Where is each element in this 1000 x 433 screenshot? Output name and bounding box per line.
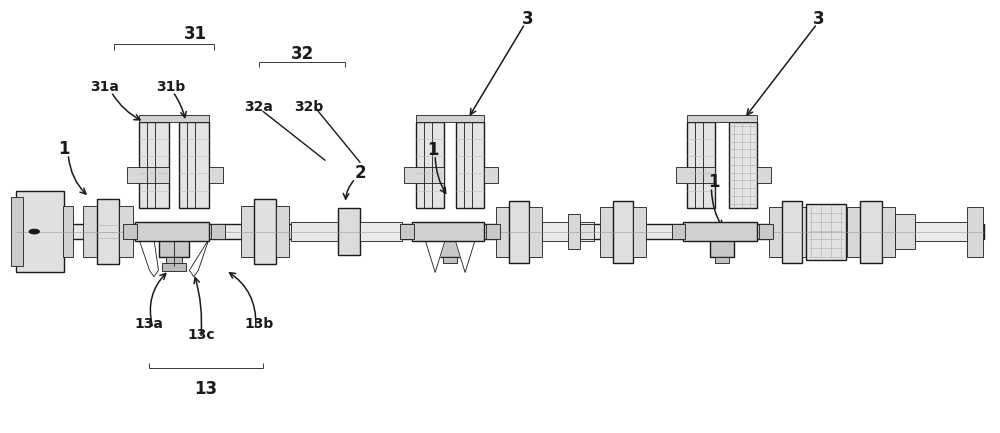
- Bar: [687, 122, 715, 208]
- Text: 13: 13: [194, 380, 217, 397]
- Bar: [209, 168, 223, 183]
- Bar: [895, 214, 915, 249]
- Bar: [486, 224, 500, 239]
- Bar: [860, 200, 882, 262]
- Bar: [847, 207, 860, 256]
- Bar: [416, 122, 444, 208]
- Text: 13b: 13b: [244, 317, 273, 331]
- Bar: [802, 207, 815, 256]
- Bar: [16, 191, 64, 272]
- Bar: [276, 206, 289, 257]
- Bar: [291, 222, 338, 241]
- Bar: [123, 224, 137, 239]
- Bar: [438, 232, 462, 256]
- Bar: [63, 206, 73, 257]
- Bar: [139, 122, 169, 208]
- Bar: [769, 207, 782, 256]
- Text: 1: 1: [427, 141, 439, 159]
- Text: 2: 2: [355, 165, 366, 182]
- Bar: [613, 200, 633, 262]
- Bar: [412, 222, 484, 241]
- Polygon shape: [189, 239, 209, 277]
- Text: 31a: 31a: [90, 81, 119, 94]
- Bar: [967, 207, 983, 256]
- Bar: [135, 222, 209, 241]
- Bar: [360, 222, 402, 241]
- Bar: [83, 206, 97, 257]
- Text: 32a: 32a: [244, 100, 273, 114]
- Bar: [11, 197, 23, 266]
- Bar: [404, 168, 444, 183]
- Text: 3: 3: [522, 10, 534, 28]
- Bar: [16, 224, 984, 239]
- Text: 32b: 32b: [294, 100, 323, 114]
- Text: 13c: 13c: [187, 328, 215, 342]
- Bar: [159, 232, 189, 257]
- Text: 31: 31: [184, 25, 207, 43]
- Bar: [416, 115, 484, 122]
- Bar: [542, 222, 594, 241]
- Circle shape: [29, 229, 39, 234]
- Bar: [687, 115, 757, 122]
- Text: 32: 32: [291, 45, 314, 63]
- Text: 31b: 31b: [156, 81, 186, 94]
- Bar: [915, 222, 975, 241]
- Bar: [241, 206, 254, 257]
- Text: 1: 1: [709, 173, 720, 191]
- Bar: [119, 206, 133, 257]
- Bar: [443, 256, 457, 263]
- Polygon shape: [425, 240, 445, 272]
- Bar: [127, 168, 169, 183]
- Bar: [683, 222, 757, 241]
- Bar: [400, 224, 414, 239]
- Bar: [166, 257, 182, 264]
- Bar: [676, 168, 715, 183]
- Bar: [162, 263, 186, 271]
- Bar: [179, 122, 209, 208]
- Text: 1: 1: [58, 139, 70, 158]
- Bar: [254, 199, 276, 264]
- Bar: [715, 256, 729, 263]
- Bar: [484, 168, 498, 183]
- Bar: [568, 214, 580, 249]
- Polygon shape: [455, 240, 475, 272]
- Polygon shape: [139, 239, 158, 277]
- Text: 3: 3: [813, 10, 825, 28]
- Bar: [757, 168, 771, 183]
- Bar: [338, 208, 360, 255]
- Bar: [672, 224, 685, 239]
- Bar: [729, 122, 757, 208]
- Bar: [456, 122, 484, 208]
- Bar: [509, 200, 529, 262]
- Bar: [529, 207, 542, 256]
- Bar: [580, 224, 594, 239]
- Bar: [806, 204, 846, 259]
- Bar: [782, 200, 802, 262]
- Bar: [882, 207, 895, 256]
- Bar: [97, 199, 119, 264]
- Bar: [710, 232, 734, 256]
- Bar: [600, 207, 613, 256]
- Bar: [139, 115, 209, 122]
- Bar: [633, 207, 646, 256]
- Text: 13a: 13a: [135, 317, 163, 331]
- Bar: [759, 224, 773, 239]
- Bar: [211, 224, 225, 239]
- Bar: [496, 207, 509, 256]
